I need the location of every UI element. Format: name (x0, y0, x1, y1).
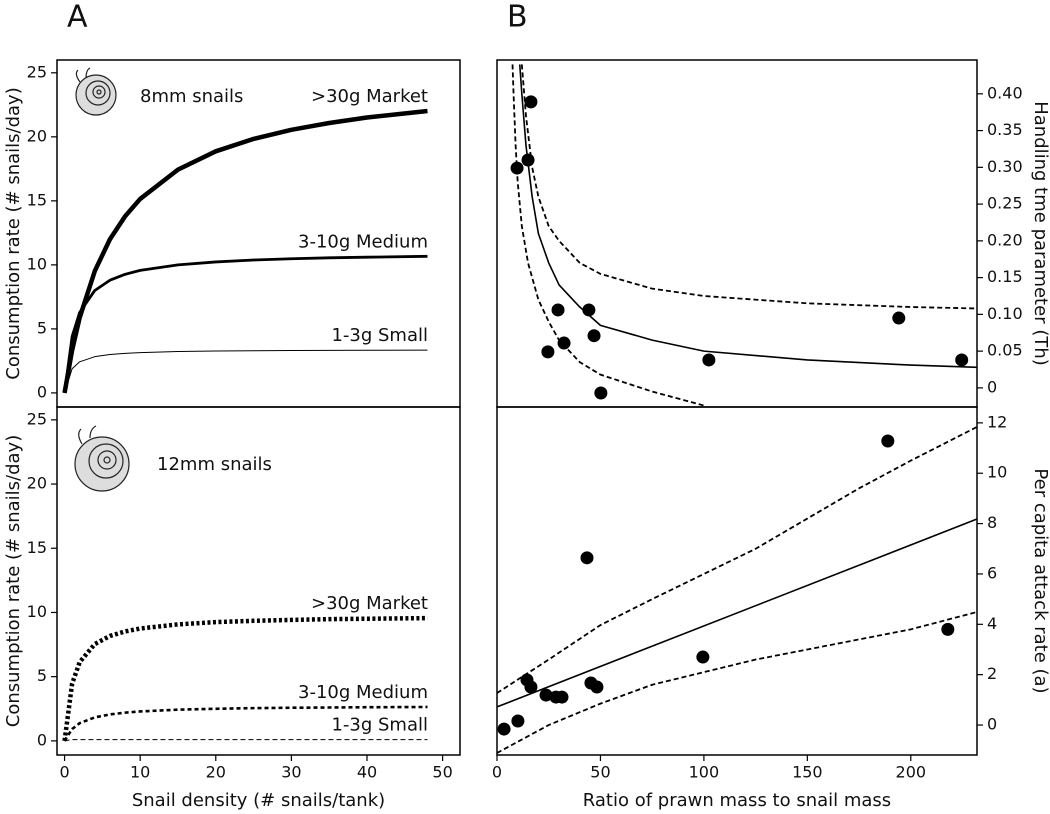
y-axis-label: Per capita attack rate (a) (1030, 468, 1050, 693)
series-label: 3-10g Medium (298, 231, 428, 252)
x-tick-label: 50 (432, 763, 452, 782)
x-tick-label: 200 (896, 763, 927, 782)
y-tick-label: 0.05 (987, 341, 1023, 360)
data-point (590, 680, 604, 694)
y-tick-label: 10 (27, 254, 47, 273)
x-tick-label: 20 (206, 763, 226, 782)
series-line (520, 64, 977, 310)
data-point (511, 714, 525, 728)
y-tick-label: 2 (987, 664, 997, 683)
y-tick-label: 20 (27, 126, 47, 145)
y-tick-label: 0 (987, 715, 997, 734)
series-line (511, 64, 705, 407)
y-axis-label: Handling tme parameter (Th) (1030, 101, 1050, 366)
y-tick-label: 20 (27, 474, 47, 493)
series-line (64, 349, 428, 394)
series-line (63, 254, 428, 394)
plot-frame (496, 59, 978, 408)
y-tick-label: 15 (27, 538, 47, 557)
y-tick-label: 0.25 (987, 194, 1023, 213)
series-line (64, 739, 428, 742)
data-point (541, 345, 555, 359)
y-tick-label: 0 (37, 382, 47, 401)
data-point (551, 303, 565, 317)
x-tick-label: 50 (590, 763, 610, 782)
y-tick-label: 15 (27, 190, 47, 209)
data-point (955, 353, 969, 367)
y-tick-label: 0.30 (987, 157, 1023, 176)
data-point (555, 690, 569, 704)
panel-title: 12mm snails (157, 454, 272, 475)
x-tick-label: 40 (357, 763, 377, 782)
x-tick-label: 10 (130, 763, 150, 782)
data-point (941, 622, 955, 636)
y-tick-label: 25 (27, 409, 47, 428)
x-tick-label: 100 (689, 763, 720, 782)
series-label: 1-3g Small (331, 325, 428, 346)
series-line (62, 615, 428, 742)
y-axis-label: Consumption rate (# snails/day) (3, 87, 24, 379)
data-point (497, 722, 511, 736)
x-tick-label: 150 (792, 763, 823, 782)
series-line (497, 426, 977, 694)
data-point (510, 161, 524, 175)
panel-letter: B (507, 0, 528, 35)
data-point (524, 95, 538, 109)
data-point (557, 336, 571, 350)
data-point (587, 329, 601, 343)
x-axis-label: Snail density (# snails/tank) (132, 790, 385, 811)
panel-letter: A (67, 0, 88, 35)
snail-icon-large (74, 425, 130, 492)
data-point (539, 688, 553, 702)
panel-title: 8mm snails (140, 86, 243, 107)
y-tick-label: 0.15 (987, 267, 1023, 286)
series-label: >30g Market (311, 86, 428, 107)
series-label: 1-3g Small (331, 715, 428, 736)
plot-frame (56, 406, 461, 756)
x-tick-label: 30 (281, 763, 301, 782)
y-tick-label: 0.10 (987, 304, 1023, 323)
y-tick-label: 0 (987, 377, 997, 396)
series-line (497, 611, 977, 754)
series-line (63, 705, 428, 742)
y-tick-label: 12 (987, 412, 1007, 431)
y-axis-label: Consumption rate (# snails/day) (3, 435, 24, 727)
data-point (524, 680, 538, 694)
series-label: >30g Market (311, 593, 428, 614)
y-tick-label: 0 (37, 730, 47, 749)
data-point (594, 386, 608, 400)
y-tick-label: 8 (987, 513, 997, 532)
data-point (702, 353, 716, 367)
series-label: 3-10g Medium (298, 682, 428, 703)
snail-icon-small (75, 67, 117, 116)
y-tick-label: 0.20 (987, 230, 1023, 249)
series-line (518, 64, 977, 369)
x-axis-label: Ratio of prawn mass to snail mass (583, 790, 891, 811)
plot-frame (496, 406, 978, 756)
x-tick-label: 0 (492, 763, 502, 782)
y-tick-label: 5 (37, 666, 47, 685)
data-point (696, 650, 710, 664)
data-point (892, 311, 906, 325)
y-tick-label: 0.40 (987, 83, 1023, 102)
y-tick-label: 10 (27, 602, 47, 621)
y-tick-label: 0.35 (987, 120, 1023, 139)
y-tick-label: 25 (27, 62, 47, 81)
y-tick-label: 4 (987, 614, 997, 633)
y-tick-label: 5 (37, 318, 47, 337)
x-tick-label: 0 (59, 763, 69, 782)
series-line (497, 518, 977, 708)
y-tick-label: 10 (987, 463, 1007, 482)
data-point (881, 434, 895, 448)
data-point (580, 551, 594, 565)
y-tick-label: 6 (987, 563, 997, 582)
